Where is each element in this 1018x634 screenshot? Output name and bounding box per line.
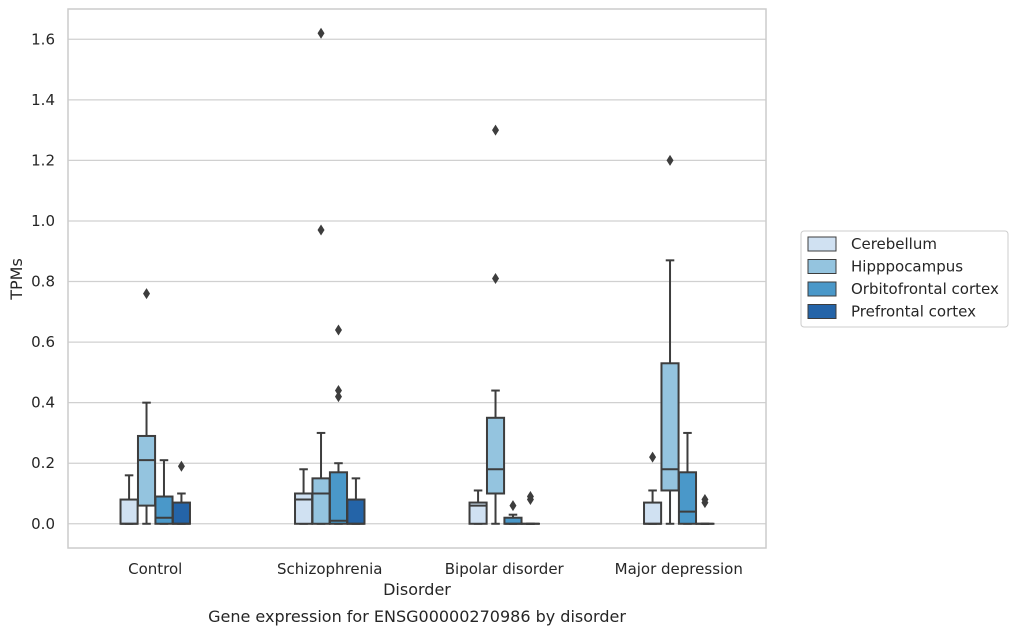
- box-orbitofrontal-cortex: [503, 500, 523, 525]
- box-body: [346, 498, 366, 525]
- box-body: [468, 501, 488, 525]
- outlier-marker: [317, 27, 325, 39]
- outlier-marker: [509, 500, 517, 512]
- box-body: [643, 501, 663, 525]
- outlier-marker: [334, 385, 342, 397]
- outlier-marker: [492, 273, 500, 284]
- legend-label: Orbitofrontal cortex: [851, 280, 999, 298]
- x-tick-label: Schizophrenia: [277, 560, 382, 578]
- legend-swatch: [807, 281, 837, 297]
- box-body: [154, 495, 174, 525]
- chart-caption: Gene expression for ENSG00000270986 by d…: [208, 607, 626, 626]
- box-body: [660, 362, 680, 492]
- box-orbitofrontal-cortex: [328, 324, 349, 525]
- box-body: [677, 471, 698, 525]
- legend-label: Prefrontal cortex: [851, 303, 976, 321]
- y-tick-label: 0.4: [31, 394, 55, 412]
- legend-label: Cerebellum: [851, 235, 937, 253]
- outlier-marker: [317, 224, 325, 236]
- grid-layer: [68, 38, 766, 525]
- outlier-marker: [649, 451, 657, 463]
- box-body: [311, 477, 331, 525]
- y-tick-label: 1.6: [31, 30, 55, 48]
- legend-items: Cerebellum Hipppocampus Orbitofrontal cort…: [807, 235, 999, 321]
- legend-frame: [800, 230, 1009, 328]
- outlier-marker: [492, 124, 500, 136]
- legend-swatch: [807, 304, 837, 319]
- outlier-marker: [177, 460, 185, 472]
- x-tick-label: Control: [128, 560, 182, 578]
- box-orbitofrontal-cortex: [677, 431, 698, 525]
- y-tick-labels: 0.0 0.2 0.4 0.6 0.8 1.0 1.2 1.4 1.6: [31, 30, 55, 532]
- box-prefrontal-cortex: [171, 460, 191, 525]
- y-tick-label: 1.4: [31, 91, 55, 109]
- box-body: [328, 471, 349, 525]
- y-tick-label: 1.2: [31, 151, 55, 169]
- box-cerebellum: [643, 451, 663, 525]
- box-cerebellum: [294, 468, 314, 525]
- outlier-marker: [526, 491, 534, 503]
- box-cerebellum: [119, 474, 139, 525]
- box-prefrontal-cortex: [520, 491, 540, 525]
- box-prefrontal-cortex: [346, 477, 366, 525]
- box-prefrontal-cortex: [695, 494, 715, 525]
- y-tick-label: 0.8: [31, 273, 55, 291]
- x-axis-label: Disorder: [383, 580, 451, 599]
- plot-frame: [67, 8, 767, 549]
- legend: Cerebellum Hipppocampus Orbitofrontal cort…: [800, 230, 1009, 328]
- x-tick-label: Major depression: [615, 560, 743, 578]
- box-body: [294, 492, 314, 525]
- outlier-marker: [334, 391, 342, 403]
- x-tick-labels: Control Schizophrenia Bipolar disorder Majo…: [128, 560, 743, 578]
- box-body: [171, 501, 191, 525]
- outlier-marker: [143, 288, 151, 300]
- box-body: [136, 434, 157, 507]
- legend-swatch: [807, 259, 837, 274]
- box-orbitofrontal-cortex: [154, 459, 174, 525]
- outlier-marker: [701, 494, 709, 506]
- y-tick-label: 1.0: [31, 212, 55, 230]
- box-layer: [119, 27, 715, 525]
- box-body: [485, 416, 506, 495]
- legend-swatch: [807, 236, 837, 252]
- box-hipppocampus: [660, 154, 680, 525]
- box-body: [119, 498, 139, 525]
- y-tick-label: 0.2: [31, 454, 55, 472]
- box-hipppocampus: [136, 288, 157, 525]
- outlier-marker: [334, 324, 342, 336]
- y-axis-label: TPMs: [7, 258, 26, 301]
- y-tick-label: 0.0: [31, 515, 55, 533]
- x-tick-label: Bipolar disorder: [445, 560, 565, 578]
- box-hipppocampus: [311, 27, 331, 525]
- legend-label: Hipppocampus: [851, 258, 963, 276]
- outlier-marker: [666, 154, 674, 166]
- box-cerebellum: [468, 489, 488, 525]
- box-hipppocampus: [485, 124, 506, 525]
- y-tick-label: 0.6: [31, 333, 55, 351]
